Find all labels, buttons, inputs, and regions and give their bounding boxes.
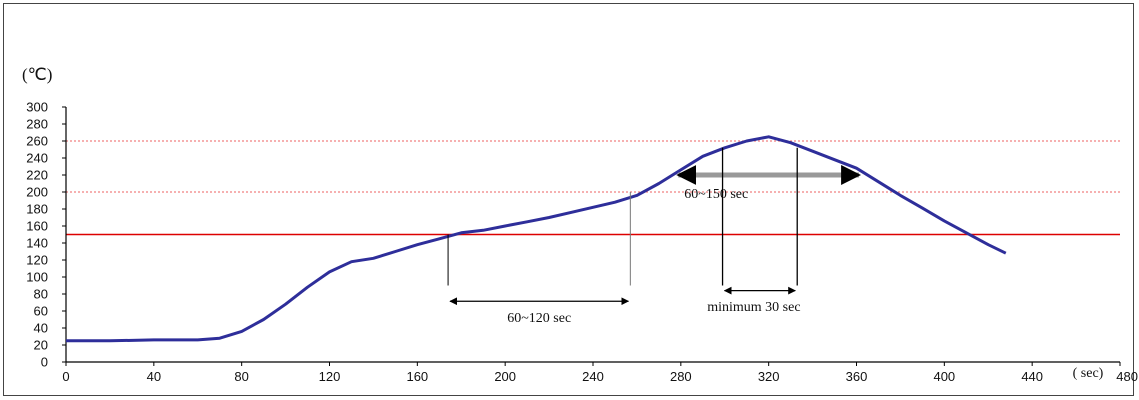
x-axis-label: ( sec)	[1073, 366, 1104, 381]
annotation-label: minimum 30 sec	[707, 300, 800, 315]
annotation-label: 60~120 sec	[507, 311, 571, 326]
y-tick-label: 80	[34, 287, 48, 302]
chart-frame	[3, 3, 1134, 396]
x-tick-label: 160	[406, 369, 428, 384]
x-tick-label: 280	[670, 369, 692, 384]
x-tick-label: 240	[582, 369, 604, 384]
y-tick-label: 280	[26, 117, 48, 132]
y-tick-label: 220	[26, 168, 48, 183]
x-tick-label: 40	[147, 369, 161, 384]
y-tick-label: 180	[26, 202, 48, 217]
y-tick-label: 60	[34, 304, 48, 319]
x-tick-label: 400	[933, 369, 955, 384]
x-tick-label: 360	[846, 369, 868, 384]
x-tick-label: 440	[1021, 369, 1043, 384]
x-tick-label: 120	[319, 369, 341, 384]
x-tick-label: 320	[758, 369, 780, 384]
y-tick-label: 40	[34, 321, 48, 336]
y-tick-label: 200	[26, 185, 48, 200]
y-tick-label: 260	[26, 134, 48, 149]
y-tick-label: 240	[26, 151, 48, 166]
annotation-label: 60~150 sec	[684, 187, 748, 202]
temperature-profile-line	[66, 135, 1007, 343]
x-tick-label: 80	[234, 369, 248, 384]
y-axis-label: (℃)	[22, 65, 52, 84]
y-tick-label: 120	[26, 253, 48, 268]
y-tick-label: 160	[26, 219, 48, 234]
x-tick-label: 480	[1116, 369, 1138, 384]
x-tick-label: 200	[494, 369, 516, 384]
y-tick-label: 20	[34, 338, 48, 353]
y-tick-label: 300	[26, 100, 48, 115]
y-tick-label: 100	[26, 270, 48, 285]
y-tick-label: 140	[26, 236, 48, 251]
y-tick-label: 0	[41, 355, 48, 370]
x-tick-label: 0	[62, 369, 69, 384]
